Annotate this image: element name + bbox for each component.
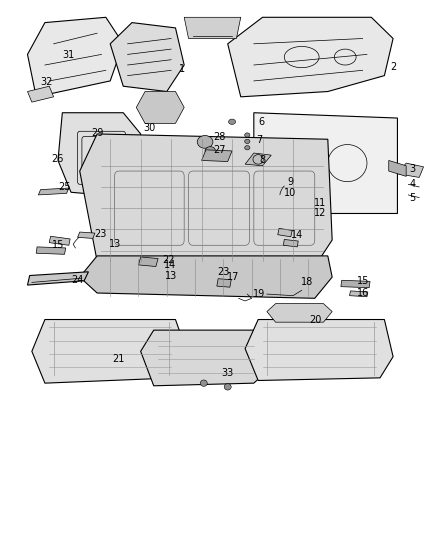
Text: 27: 27	[214, 145, 226, 155]
Polygon shape	[201, 150, 232, 161]
Polygon shape	[341, 280, 370, 288]
Ellipse shape	[205, 147, 215, 155]
Text: 23: 23	[95, 229, 107, 239]
Text: 20: 20	[309, 314, 322, 325]
Polygon shape	[39, 188, 69, 195]
Polygon shape	[245, 153, 271, 166]
Text: 15: 15	[357, 276, 370, 286]
Text: 9: 9	[287, 176, 293, 187]
Text: 26: 26	[51, 155, 63, 164]
Polygon shape	[254, 113, 397, 214]
Text: 28: 28	[214, 132, 226, 142]
Text: 25: 25	[58, 182, 71, 192]
Polygon shape	[80, 134, 332, 266]
Text: 8: 8	[259, 156, 265, 165]
Text: 30: 30	[143, 123, 155, 133]
Text: 18: 18	[301, 277, 313, 287]
Text: 14: 14	[291, 230, 304, 240]
Text: 2: 2	[390, 62, 396, 72]
Text: 21: 21	[113, 354, 125, 364]
Ellipse shape	[200, 380, 207, 386]
Polygon shape	[278, 228, 292, 237]
Text: 23: 23	[217, 267, 230, 277]
Text: 22: 22	[162, 255, 174, 265]
Polygon shape	[32, 319, 188, 383]
Polygon shape	[36, 247, 66, 254]
Text: 4: 4	[410, 179, 416, 189]
Polygon shape	[397, 163, 424, 177]
Text: 13: 13	[165, 271, 177, 281]
Text: 15: 15	[52, 240, 64, 251]
Polygon shape	[141, 330, 271, 386]
Text: 24: 24	[71, 274, 84, 285]
Polygon shape	[228, 17, 393, 97]
Text: 5: 5	[410, 192, 416, 203]
Polygon shape	[80, 256, 332, 298]
Ellipse shape	[197, 135, 213, 148]
Polygon shape	[138, 257, 158, 266]
Polygon shape	[184, 17, 241, 38]
Polygon shape	[78, 232, 95, 238]
Polygon shape	[110, 22, 184, 92]
Ellipse shape	[245, 133, 250, 137]
Text: 12: 12	[314, 208, 326, 219]
Text: 32: 32	[40, 77, 53, 87]
Text: 17: 17	[227, 272, 239, 282]
Polygon shape	[283, 239, 298, 247]
Text: 31: 31	[63, 51, 75, 60]
Text: 3: 3	[410, 165, 416, 174]
Polygon shape	[389, 160, 406, 176]
Ellipse shape	[224, 384, 231, 390]
Polygon shape	[28, 86, 53, 102]
Text: 33: 33	[222, 368, 234, 377]
Polygon shape	[350, 291, 368, 297]
Polygon shape	[136, 92, 184, 123]
Text: 13: 13	[110, 239, 121, 249]
Polygon shape	[267, 304, 332, 322]
Text: 6: 6	[258, 117, 265, 127]
Text: 10: 10	[284, 188, 296, 198]
Polygon shape	[245, 319, 393, 381]
Text: 29: 29	[91, 128, 103, 138]
Text: 7: 7	[256, 135, 262, 146]
Text: 14: 14	[164, 261, 177, 270]
Polygon shape	[28, 272, 88, 285]
Text: 16: 16	[357, 288, 370, 298]
Ellipse shape	[245, 139, 250, 143]
Polygon shape	[58, 113, 141, 198]
Polygon shape	[49, 236, 70, 245]
Polygon shape	[217, 279, 231, 287]
Text: 19: 19	[253, 289, 265, 299]
Ellipse shape	[229, 119, 236, 124]
Ellipse shape	[245, 146, 250, 150]
Polygon shape	[28, 17, 123, 97]
Text: 11: 11	[314, 198, 326, 208]
Text: 1: 1	[179, 64, 185, 74]
